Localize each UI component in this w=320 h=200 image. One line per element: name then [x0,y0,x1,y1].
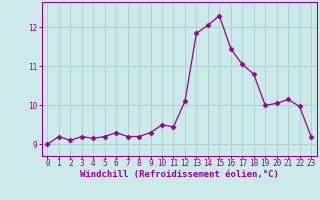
X-axis label: Windchill (Refroidissement éolien,°C): Windchill (Refroidissement éolien,°C) [80,170,279,179]
